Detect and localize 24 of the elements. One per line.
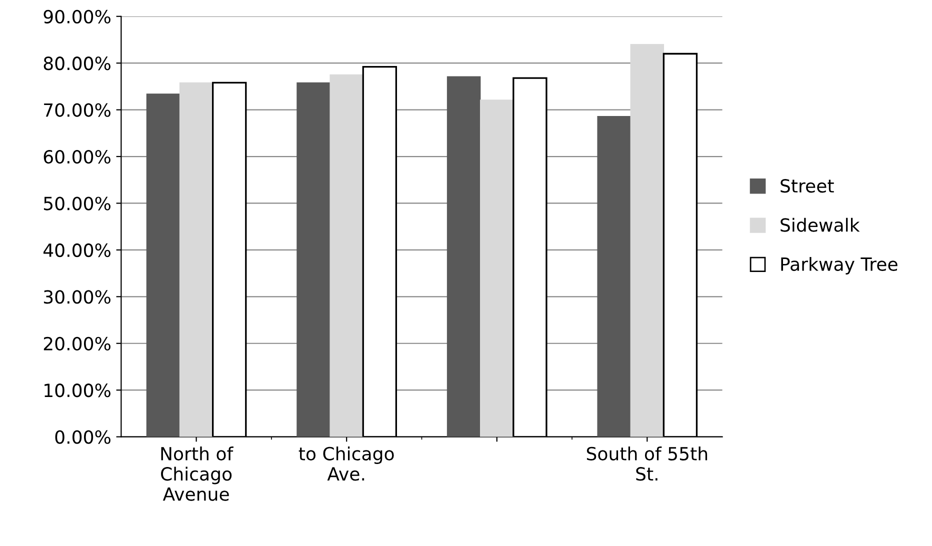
y-tick-label: 90.00% (44, 10, 110, 24)
bar (330, 74, 364, 437)
bar (630, 44, 664, 437)
x-tick-label: North of Chicago Avenue (161, 446, 234, 501)
y-tick-label: 80.00% (44, 56, 110, 70)
bar (179, 82, 214, 437)
x-tick-label: South of 55th St. (586, 446, 708, 481)
legend-label: Street (780, 179, 834, 193)
y-tick-label: 10.00% (44, 384, 110, 398)
bar (597, 116, 631, 437)
y-tick-label: 0.00% (55, 430, 110, 444)
y-tick-label: 70.00% (44, 103, 110, 117)
y-tick-label: 60.00% (44, 150, 110, 164)
legend-label: Sidewalk (780, 218, 860, 232)
x-tick-label: to Chicago Ave. (298, 446, 394, 481)
y-tick-label: 50.00% (44, 196, 110, 210)
legend-label: Parkway Tree (781, 256, 898, 274)
y-tick-label: 30.00% (44, 290, 110, 304)
bar (146, 94, 180, 437)
bar (446, 76, 481, 437)
bar (296, 82, 330, 437)
y-tick-label: 20.00% (44, 336, 110, 350)
y-tick-label: 40.00% (43, 243, 110, 258)
bar (480, 100, 514, 437)
